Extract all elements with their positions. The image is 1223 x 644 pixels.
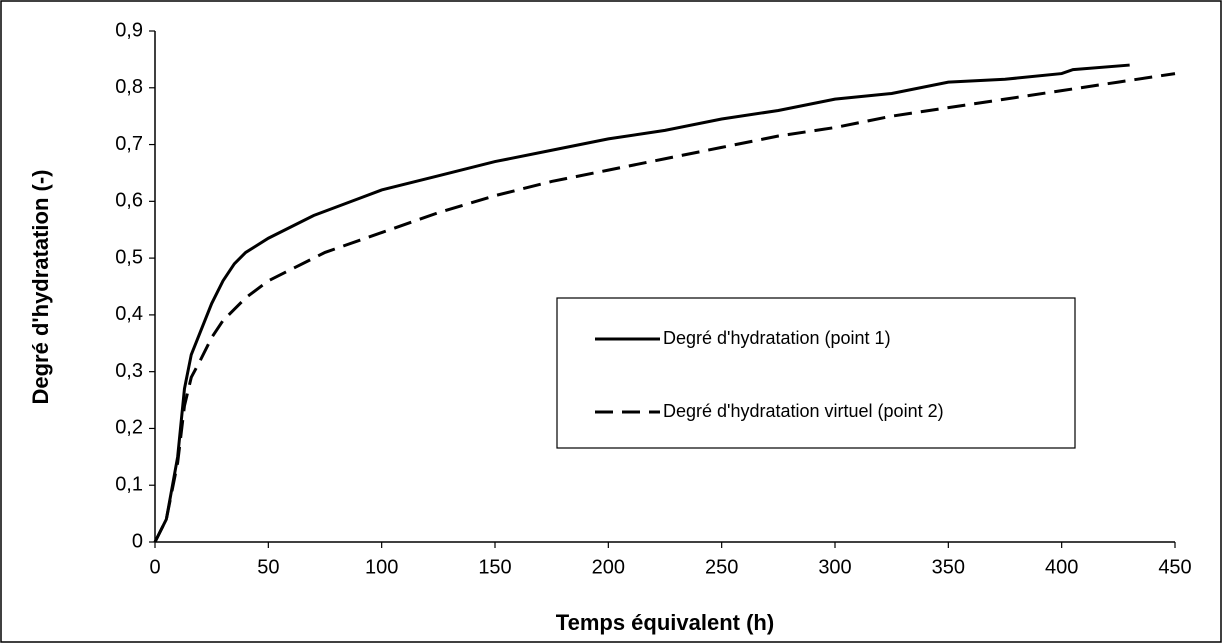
x-tick-label: 400 [1045, 556, 1078, 578]
series-line [153, 72, 1176, 543]
x-tick-label: 300 [818, 556, 851, 578]
x-tick-label: 450 [1158, 556, 1191, 578]
y-axis-title: Degré d'hydratation (-) [28, 169, 53, 404]
y-tick-label: 0,4 [115, 303, 143, 325]
y-tick-label: 0,5 [115, 246, 143, 268]
y-tick-label: 0,2 [115, 417, 143, 439]
y-tick-label: 0,8 [115, 76, 143, 98]
legend-label: Degré d'hydratation (point 1) [663, 328, 891, 348]
x-tick-label: 50 [257, 556, 279, 578]
y-tick-label: 0,7 [115, 133, 143, 155]
x-tick-label: 250 [705, 556, 738, 578]
x-tick-label: 0 [149, 556, 160, 578]
y-tick-label: 0,6 [115, 190, 143, 212]
x-tick-label: 100 [365, 556, 398, 578]
x-tick-label: 200 [592, 556, 625, 578]
legend [556, 297, 1076, 449]
series-line [153, 63, 1130, 543]
legend-label: Degré d'hydratation virtuel (point 2) [663, 401, 944, 421]
x-tick-label: 350 [932, 556, 965, 578]
y-tick-label: 0,9 [115, 19, 143, 41]
y-tick-label: 0,3 [115, 360, 143, 382]
y-tick-label: 0,1 [115, 474, 143, 496]
x-tick-label: 150 [478, 556, 511, 578]
x-axis-title: Temps équivalent (h) [556, 610, 774, 635]
y-tick-label: 0 [132, 530, 143, 552]
